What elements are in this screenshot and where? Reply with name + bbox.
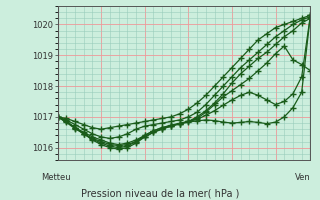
Text: Ven: Ven — [295, 173, 310, 182]
Text: Pression niveau de la mer( hPa ): Pression niveau de la mer( hPa ) — [81, 188, 239, 198]
Text: Metteu: Metteu — [42, 173, 71, 182]
